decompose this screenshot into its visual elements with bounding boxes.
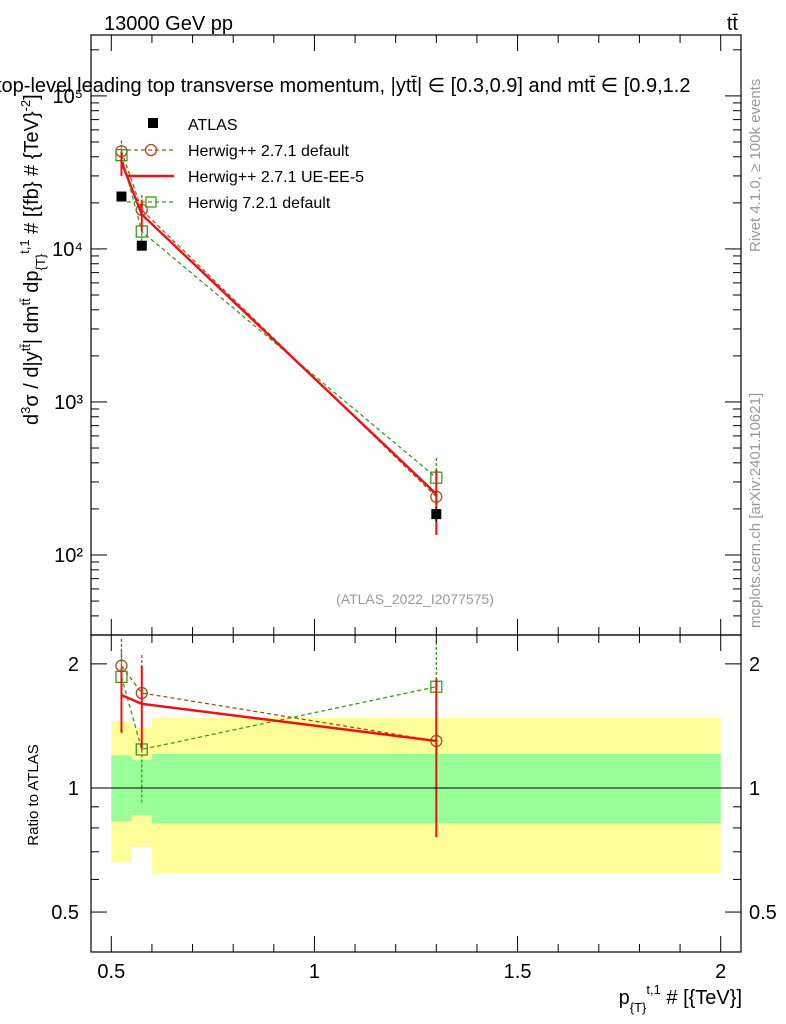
ratio-ytick-label-left-0: 0.5 — [51, 902, 79, 924]
main-point-atlas-1 — [136, 240, 147, 251]
rivet-label: Rivet 4.1.0, ≥ 100k events — [747, 79, 764, 252]
main-y-axis-title: d3σ / d|ytt̄| dmtt̄ dp{T}t,1 # [{fb} # {… — [17, 94, 48, 425]
ratio-line-herwig-2-7-1-default — [120, 665, 437, 742]
legend: ATLAS Herwig++ 2.7.1 default Herwig++ 2.… — [127, 117, 364, 212]
ratio-xtick-label-3: 2 — [715, 961, 726, 983]
x-axis-title: p{T}t,1 # [{TeV}] — [619, 982, 742, 1015]
main-ytick-label-0: 10² — [54, 545, 83, 567]
legend-herwig721-marker — [145, 196, 157, 208]
mcplots-label: mcplots.cern.ch [arXiv:2401.10621] — [747, 393, 764, 628]
ratio-xtick-label-0: 0.5 — [97, 961, 125, 983]
ratio-series-layer — [115, 638, 443, 838]
ratio-ytick-label-left-2: 2 — [68, 654, 79, 676]
ratio-ytick-label-right-2: 2 — [749, 654, 760, 676]
ratio-uncertainty-bands — [111, 717, 721, 874]
legend-atlas-label: ATLAS — [188, 117, 238, 134]
ratio-line-herwig-7-2-1-default — [120, 676, 437, 751]
main-ytick-label-2: 10⁴ — [52, 239, 83, 261]
main-series-layer — [115, 140, 443, 536]
energy-label: 13000 GeV pp — [104, 13, 233, 35]
ratio-ytick-label-right-0: 0.5 — [749, 902, 777, 924]
main-ytick-label-3: 10⁵ — [52, 86, 83, 108]
ratio-plot-frame — [90, 634, 742, 953]
process-label: tt̄ — [727, 13, 739, 35]
legend-herwig721-label: Herwig 7.2.1 default — [188, 195, 331, 212]
legend-herwig-default-label: Herwig++ 2.7.1 default — [188, 143, 350, 160]
main-ytick-label-1: 10³ — [54, 392, 83, 414]
legend-herwig-ueee5-label: Herwig++ 2.7.1 UE-EE-5 — [188, 169, 364, 186]
plot-title: top-level leading top transverse momentu… — [0, 75, 690, 97]
axis-ticks: 10² 10³ 10⁴ 10⁵ 0.5 1 1.5 2 0.5 0.5 1 1 2 2 — [51, 35, 777, 983]
ratio-y-axis-title: Ratio to ATLAS — [25, 744, 42, 845]
ratio-ytick-label-right-1: 1 — [749, 778, 760, 800]
ratio-xtick-label-1: 1 — [309, 961, 320, 983]
ratio-ytick-label-left-1: 1 — [68, 778, 79, 800]
legend-atlas-marker — [148, 118, 158, 128]
main-point-atlas-2 — [431, 509, 442, 520]
analysis-id: (ATLAS_2022_I2077575) — [336, 591, 494, 607]
ratio-xtick-label-2: 1.5 — [504, 961, 532, 983]
legend-herwig-default-marker — [144, 143, 158, 157]
main-point-atlas-0 — [116, 191, 127, 202]
